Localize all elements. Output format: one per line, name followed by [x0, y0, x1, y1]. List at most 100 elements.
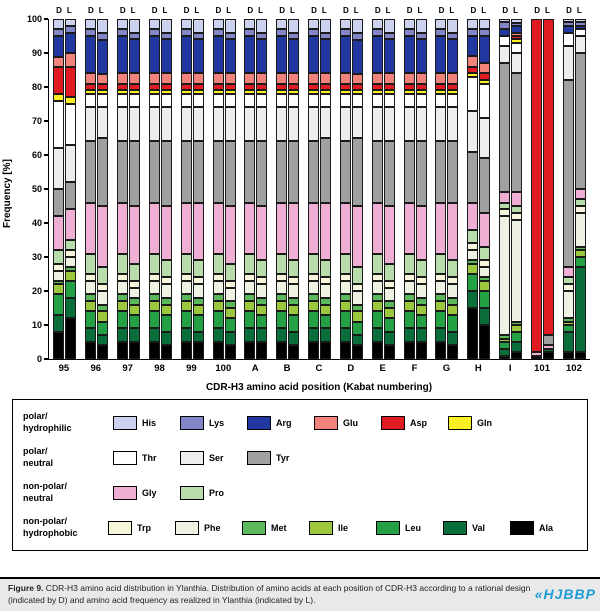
segment-His: [85, 19, 97, 30]
bar-group-101: [526, 19, 558, 359]
segment-Asp: [467, 66, 479, 74]
segment-Asp: [339, 83, 351, 91]
x-tick-label-98: 98: [154, 363, 165, 374]
segment-Gln: [415, 90, 427, 94]
segment-His: [435, 19, 447, 30]
stacked-bar-H-L: [479, 19, 491, 359]
segment-Asp: [479, 73, 491, 81]
segment-Ala: [308, 342, 320, 359]
segment-Ser: [65, 144, 77, 183]
segment-Arg: [244, 36, 256, 74]
segment-Ile: [276, 301, 288, 312]
legend-item-His: His: [113, 415, 180, 430]
segment-Tyr: [224, 141, 236, 207]
segment-Met: [339, 294, 351, 302]
segment-Ser: [53, 148, 65, 190]
segment-Gly: [511, 192, 522, 207]
segment-Glu: [435, 73, 447, 84]
segment-Lys: [244, 29, 256, 37]
segment-His: [383, 19, 395, 33]
segment-Ile: [308, 301, 320, 312]
legend-swatch-Trp: [108, 520, 132, 535]
stacked-bar-99-L: [192, 19, 204, 359]
segment-Glu: [53, 56, 65, 67]
bar-label-D: D: [151, 6, 158, 15]
segment-Ala: [479, 325, 491, 359]
segment-Lys: [499, 22, 510, 30]
segment-Met: [320, 297, 332, 305]
segment-Tyr: [574, 53, 586, 190]
segment-Ser: [403, 107, 415, 142]
segment-Tyr: [562, 80, 574, 268]
legend-item-label: Ser: [209, 452, 224, 463]
segment-His: [53, 19, 65, 30]
segment-Gly: [542, 345, 554, 349]
segment-His: [479, 19, 491, 30]
segment-Pro: [148, 253, 160, 275]
segment-His: [403, 19, 415, 30]
segment-Lys: [160, 32, 172, 40]
segment-Asp: [403, 83, 415, 91]
segment-Leu: [339, 311, 351, 329]
segment-Ser: [320, 107, 332, 139]
legend-item-label: His: [142, 417, 157, 428]
segment-Glu: [276, 73, 288, 84]
segment-Leu: [276, 311, 288, 329]
segment-Gly: [320, 202, 332, 261]
segment-Val: [244, 328, 256, 342]
segment-Gly: [574, 189, 586, 200]
legend-item-label: Val: [472, 522, 486, 533]
segment-Arg: [212, 36, 224, 74]
caption-text: CDR-H3 amino acid distribution in Ylanth…: [8, 583, 531, 605]
segment-Ser: [447, 107, 459, 142]
segment-Phe: [447, 284, 459, 298]
segment-Lys: [97, 32, 109, 40]
segment-Met: [467, 260, 479, 264]
segment-Trp: [148, 274, 160, 281]
segment-Ile: [435, 301, 447, 312]
y-tick-mark: [44, 358, 48, 360]
segment-Val: [276, 328, 288, 342]
legend-swatch-Ala: [510, 520, 534, 535]
segment-Phe: [192, 284, 204, 298]
segment-Glu: [129, 73, 141, 84]
segment-Tyr: [288, 141, 300, 203]
segment-Glu: [224, 73, 236, 84]
stacked-bar-E-D: [371, 19, 383, 359]
segment-Thr: [351, 93, 363, 108]
segment-Asp: [447, 83, 459, 91]
segment-Thr: [192, 93, 204, 108]
segment-Arg: [192, 39, 204, 74]
bar-group-97: [113, 19, 145, 359]
stacked-bar-A-L: [256, 19, 268, 359]
stacked-bar-A-D: [244, 19, 256, 359]
segment-Thr: [148, 93, 160, 108]
stacked-bar-100-D: [212, 19, 224, 359]
segment-Gly: [339, 202, 351, 254]
segment-Gln: [351, 90, 363, 94]
stacked-bar-96-L: [97, 19, 109, 359]
segment-Arg: [562, 25, 574, 33]
segment-Ser: [224, 107, 236, 142]
segment-Thr: [65, 104, 77, 145]
segment-Ile: [288, 304, 300, 315]
stacked-bar-F-D: [403, 19, 415, 359]
segment-Glu: [288, 73, 300, 84]
legend-item-label: Asp: [410, 417, 428, 428]
x-tick-label-C: C: [315, 363, 323, 374]
segment-Met: [499, 335, 510, 339]
legend-item-Ile: Ile: [309, 520, 376, 535]
bar-group-H: [463, 19, 495, 359]
segment-Lys: [403, 29, 415, 37]
segment-Glu: [160, 73, 172, 84]
segment-Ile: [499, 338, 510, 343]
segment-Gln: [276, 90, 288, 94]
segment-Glu: [479, 63, 491, 74]
stacked-bar-E-L: [383, 19, 395, 359]
x-tick-label-A: A: [251, 363, 259, 374]
segment-Pro: [339, 253, 351, 275]
segment-Ala: [415, 342, 427, 359]
segment-Ser: [499, 46, 510, 64]
segment-Met: [65, 267, 77, 271]
segment-His: [117, 19, 129, 30]
